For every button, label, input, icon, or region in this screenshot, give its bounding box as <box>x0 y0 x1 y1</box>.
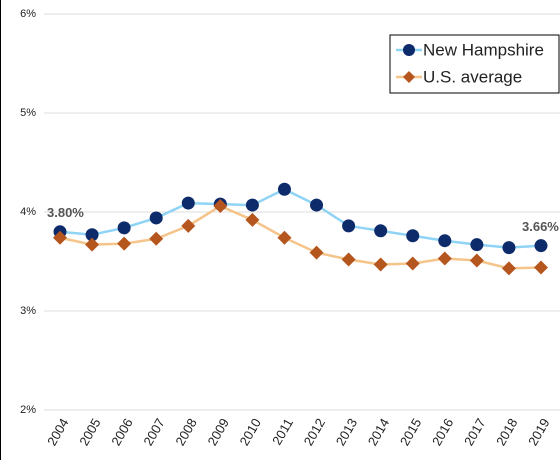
x-tick-label: 2019 <box>525 416 552 449</box>
legend-marker <box>403 71 415 83</box>
y-tick-label: 4% <box>20 206 36 218</box>
data-point <box>85 228 99 242</box>
y-tick-label: 2% <box>20 404 36 416</box>
data-label: 3.66% <box>522 219 559 234</box>
data-point <box>310 198 324 212</box>
data-point <box>149 211 163 225</box>
data-point <box>373 257 388 272</box>
data-point <box>277 182 291 196</box>
legend-box <box>389 34 560 94</box>
data-point <box>53 230 67 245</box>
data-point <box>117 221 131 235</box>
data-point <box>277 230 292 245</box>
legend-label: New Hampshire <box>423 40 544 59</box>
data-point <box>438 234 452 248</box>
data-point <box>406 229 420 243</box>
x-tick-label: 2015 <box>397 416 424 449</box>
x-tick-label: 2006 <box>108 416 135 449</box>
data-point <box>341 252 356 267</box>
x-tick-label: 2005 <box>76 416 103 449</box>
x-tick-label: 2018 <box>493 416 520 449</box>
data-point <box>470 238 484 252</box>
data-point <box>374 224 388 238</box>
x-tick-label: 2013 <box>333 416 360 449</box>
series-line <box>59 204 542 270</box>
data-point <box>502 241 516 255</box>
x-tick-label: 2011 <box>269 416 296 448</box>
x-tick-label: 2008 <box>172 416 199 449</box>
data-point <box>245 198 259 212</box>
data-point <box>181 196 195 210</box>
data-point <box>117 236 132 251</box>
x-tick-label: 2016 <box>429 416 456 449</box>
data-point <box>85 237 100 252</box>
x-tick-label: 2009 <box>204 416 231 449</box>
series-line <box>59 187 542 249</box>
data-point <box>309 245 324 260</box>
data-point <box>469 253 484 268</box>
data-point <box>213 199 228 214</box>
data-point <box>181 218 196 233</box>
data-point <box>501 261 516 276</box>
data-point <box>405 256 420 271</box>
data-point <box>342 219 356 233</box>
legend-marker <box>403 44 415 56</box>
x-tick-label: 2017 <box>461 416 488 449</box>
y-tick-label: 5% <box>20 107 36 119</box>
y-tick-label: 6% <box>20 8 36 20</box>
x-tick-label: 2010 <box>237 416 264 449</box>
data-point <box>437 251 452 266</box>
y-tick-label: 3% <box>20 305 36 317</box>
x-tick-label: 2014 <box>365 416 392 449</box>
data-point <box>534 239 548 253</box>
x-tick-label: 2012 <box>301 416 328 449</box>
data-label: 3.80% <box>47 205 84 220</box>
data-point <box>245 212 260 227</box>
data-point <box>534 260 548 275</box>
legend-label: U.S. average <box>423 67 522 86</box>
x-tick-label: 2004 <box>44 416 71 449</box>
x-tick-label: 2007 <box>140 416 167 449</box>
data-point <box>149 231 164 246</box>
